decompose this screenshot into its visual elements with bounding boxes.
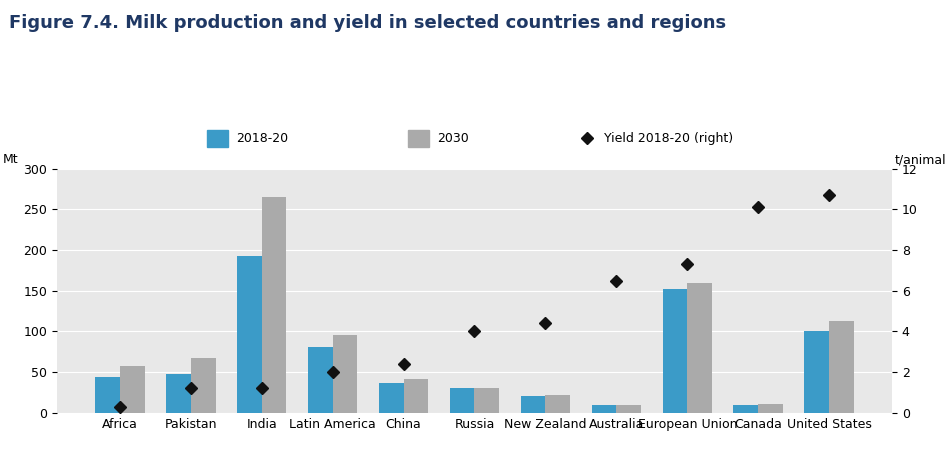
Yield 2018-20 (right) [611,278,623,283]
Yield 2018-20 (right) [540,320,551,326]
Text: t/animal: t/animal [895,153,946,166]
Yield 2018-20 (right) [469,329,480,334]
Yield 2018-20 (right) [326,369,338,375]
Bar [166,374,191,413]
Bar [120,366,144,413]
Bar [805,332,829,413]
Bar [617,405,642,413]
FancyBboxPatch shape [207,130,228,147]
Bar [546,395,570,413]
Yield 2018-20 (right) [824,192,835,198]
Text: Figure 7.4. Milk production and yield in selected countries and regions: Figure 7.4. Milk production and yield in… [9,14,727,32]
Bar [662,289,687,413]
Yield 2018-20 (right) [398,361,409,367]
Bar [262,197,287,413]
Bar [191,358,215,413]
Yield 2018-20 (right) [256,386,268,391]
Bar [95,377,120,413]
Yield 2018-20 (right) [753,204,764,210]
Bar [450,387,474,413]
Text: 2018-20: 2018-20 [236,132,288,145]
Bar [687,283,712,413]
Bar [332,335,358,413]
Bar [379,384,403,413]
Line: Yield 2018-20 (right): Yield 2018-20 (right) [116,191,833,411]
Bar [403,379,428,413]
Text: Yield 2018-20 (right): Yield 2018-20 (right) [604,132,733,145]
Text: Mt: Mt [3,153,18,166]
Yield 2018-20 (right) [114,404,125,409]
Bar [758,404,783,413]
FancyBboxPatch shape [408,130,429,147]
Bar [237,256,262,413]
Bar [591,405,617,413]
Bar [474,387,499,413]
Yield 2018-20 (right) [185,386,196,391]
Bar [521,396,546,413]
Bar [307,347,332,413]
Text: 2030: 2030 [437,132,469,145]
Bar [734,405,758,413]
Bar [829,321,854,413]
Yield 2018-20 (right) [681,262,693,267]
